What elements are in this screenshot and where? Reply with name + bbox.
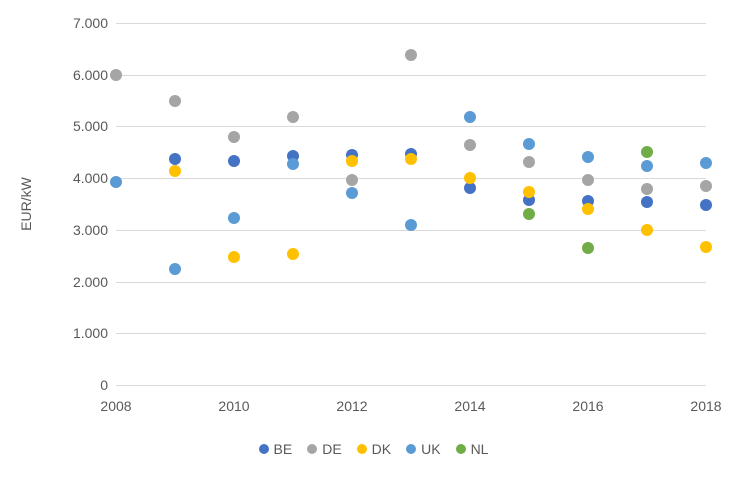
point-DE-2010 xyxy=(228,130,240,143)
point-BE-2017 xyxy=(641,196,653,209)
legend-item-DK: DK xyxy=(356,441,392,457)
y-tick-label: 2.000 xyxy=(72,273,108,290)
point-DK-2016 xyxy=(582,202,594,215)
point-UK-2010 xyxy=(228,212,240,225)
gridline xyxy=(116,23,706,24)
point-BE-2014 xyxy=(464,182,476,195)
point-UK-2008 xyxy=(110,175,122,188)
y-tick-label: 0 xyxy=(100,377,108,393)
y-tick-label: 7.000 xyxy=(72,15,108,31)
point-DK-2015 xyxy=(523,185,535,198)
x-tick-label: 2010 xyxy=(218,398,250,414)
point-DE-2014 xyxy=(464,138,476,151)
legend-label: DK xyxy=(371,441,392,457)
legend-item-UK: UK xyxy=(406,441,441,457)
point-UK-2012 xyxy=(346,186,358,199)
legend-label: NL xyxy=(470,441,489,457)
point-UK-2017 xyxy=(641,159,653,172)
point-NL-2015 xyxy=(523,208,535,221)
point-NL-2016 xyxy=(582,241,594,254)
legend-marker-icon xyxy=(406,444,417,454)
point-DK-2012 xyxy=(346,154,358,167)
gridline xyxy=(116,333,706,335)
x-tick-label: 2012 xyxy=(336,398,368,414)
gridline xyxy=(116,178,706,180)
point-DK-2017 xyxy=(641,223,653,236)
legend-marker-icon xyxy=(455,444,466,454)
point-DE-2009 xyxy=(169,94,181,107)
point-DE-2015 xyxy=(523,156,535,169)
gridline xyxy=(116,281,706,283)
legend-marker-icon xyxy=(307,444,318,454)
legend: BE DE DK UK NL xyxy=(0,441,747,457)
point-BE-2018 xyxy=(700,198,712,211)
y-tick-label: 5.000 xyxy=(72,118,108,135)
x-tick-label: 2018 xyxy=(690,398,722,414)
point-DE-2008 xyxy=(110,68,122,81)
legend-marker-icon xyxy=(258,444,269,454)
point-UK-2009 xyxy=(169,262,181,275)
point-DK-2011 xyxy=(287,247,299,260)
point-DE-2011 xyxy=(287,111,299,124)
point-DE-2012 xyxy=(346,173,358,186)
x-axis-tick-labels: 2008 2010 2012 2014 2016 2018 xyxy=(100,398,721,416)
point-BE-2009 xyxy=(169,153,181,165)
y-tick-label: 3.000 xyxy=(72,221,108,238)
y-tick-label: 6.000 xyxy=(72,66,108,83)
legend-marker-icon xyxy=(356,444,367,454)
point-DE-2016 xyxy=(582,174,594,187)
point-DE-2018 xyxy=(700,179,712,192)
legend-item-BE: BE xyxy=(258,441,293,457)
point-UK-2016 xyxy=(582,151,594,164)
point-DK-2013 xyxy=(405,153,417,165)
point-UK-2015 xyxy=(523,138,535,150)
legend-label: DE xyxy=(322,441,342,457)
y-axis-tick-labels: 7.000 6.000 5.000 4.000 3.000 2.000 1.000 0 xyxy=(0,15,108,393)
point-UK-2013 xyxy=(405,218,417,231)
y-tick-label: 4.000 xyxy=(72,170,108,187)
point-DK-2010 xyxy=(228,250,240,263)
x-tick-label: 2016 xyxy=(572,398,604,414)
point-UK-2014 xyxy=(464,110,476,123)
legend-item-DE: DE xyxy=(307,441,342,457)
point-UK-2018 xyxy=(700,157,712,170)
point-UK-2011 xyxy=(287,158,299,171)
x-tick-label: 2014 xyxy=(454,398,486,414)
point-DK-2018 xyxy=(700,241,712,254)
point-BE-2010 xyxy=(228,154,240,167)
legend-label: UK xyxy=(421,441,441,457)
legend-label: BE xyxy=(273,441,293,457)
x-tick-label: 2008 xyxy=(100,398,132,414)
legend-item-NL: NL xyxy=(455,441,489,457)
gridline xyxy=(116,74,706,76)
plot-area xyxy=(110,23,712,386)
gridline xyxy=(116,126,706,128)
point-DE-2017 xyxy=(641,183,653,195)
point-DK-2009 xyxy=(169,164,181,177)
gridline xyxy=(116,385,706,386)
point-NL-2017 xyxy=(641,146,653,159)
point-DE-2013 xyxy=(405,48,417,61)
y-tick-label: 1.000 xyxy=(72,325,108,342)
point-DK-2014 xyxy=(464,171,476,184)
